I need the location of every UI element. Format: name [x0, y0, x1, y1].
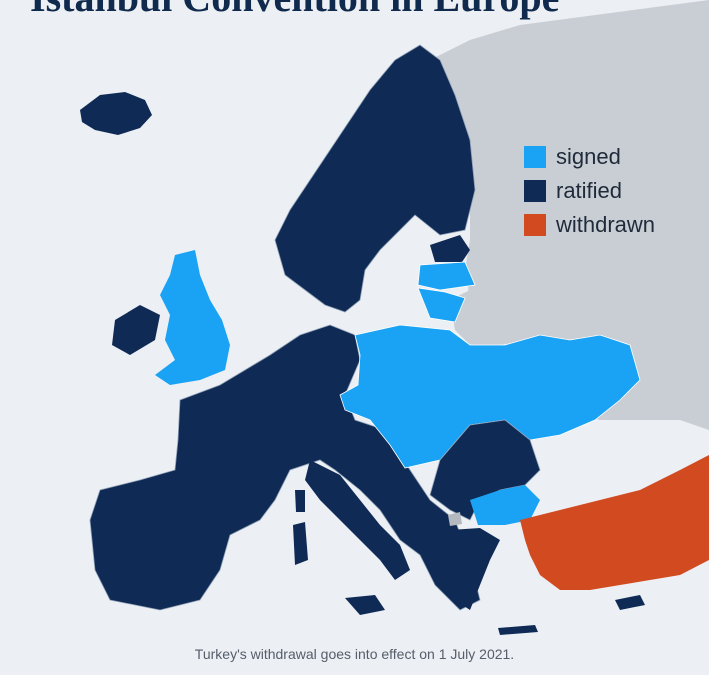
- iceland: [80, 92, 152, 135]
- map-title: Istanbul Convention in Europe: [30, 0, 559, 21]
- belarus: [450, 280, 540, 345]
- cyprus: [615, 595, 645, 610]
- sardinia: [293, 522, 308, 565]
- legend-item-ratified: ratified: [524, 174, 655, 208]
- estonia: [430, 235, 470, 262]
- legend-swatch-ratified: [524, 180, 546, 202]
- ireland: [112, 305, 160, 355]
- legend-label: ratified: [556, 178, 623, 203]
- italy: [305, 460, 410, 580]
- legend-label: withdrawn: [556, 212, 656, 237]
- poland-czechia-slovakia-hungary-ukraine: [339, 324, 641, 469]
- western-europe: [89, 324, 481, 611]
- sicily: [345, 595, 385, 615]
- map-legend: signed ratified withdrawn: [524, 140, 655, 242]
- united-kingdom: [155, 250, 230, 385]
- greece: [445, 528, 500, 610]
- legend-swatch-signed: [524, 146, 546, 168]
- crete: [498, 625, 538, 635]
- norway-sweden-finland: [274, 44, 476, 313]
- latvia: [417, 261, 476, 291]
- legend-label: signed: [556, 144, 621, 169]
- legend-item-withdrawn: withdrawn: [524, 208, 655, 242]
- bulgaria: [470, 485, 540, 525]
- lithuania: [417, 287, 466, 323]
- corsica: [295, 490, 305, 512]
- footnote: Turkey's withdrawal goes into effect on …: [194, 646, 515, 662]
- turkey: [520, 455, 709, 590]
- kosovo: [448, 512, 462, 526]
- legend-swatch-withdrawn: [524, 214, 546, 236]
- legend-item-signed: signed: [524, 140, 655, 174]
